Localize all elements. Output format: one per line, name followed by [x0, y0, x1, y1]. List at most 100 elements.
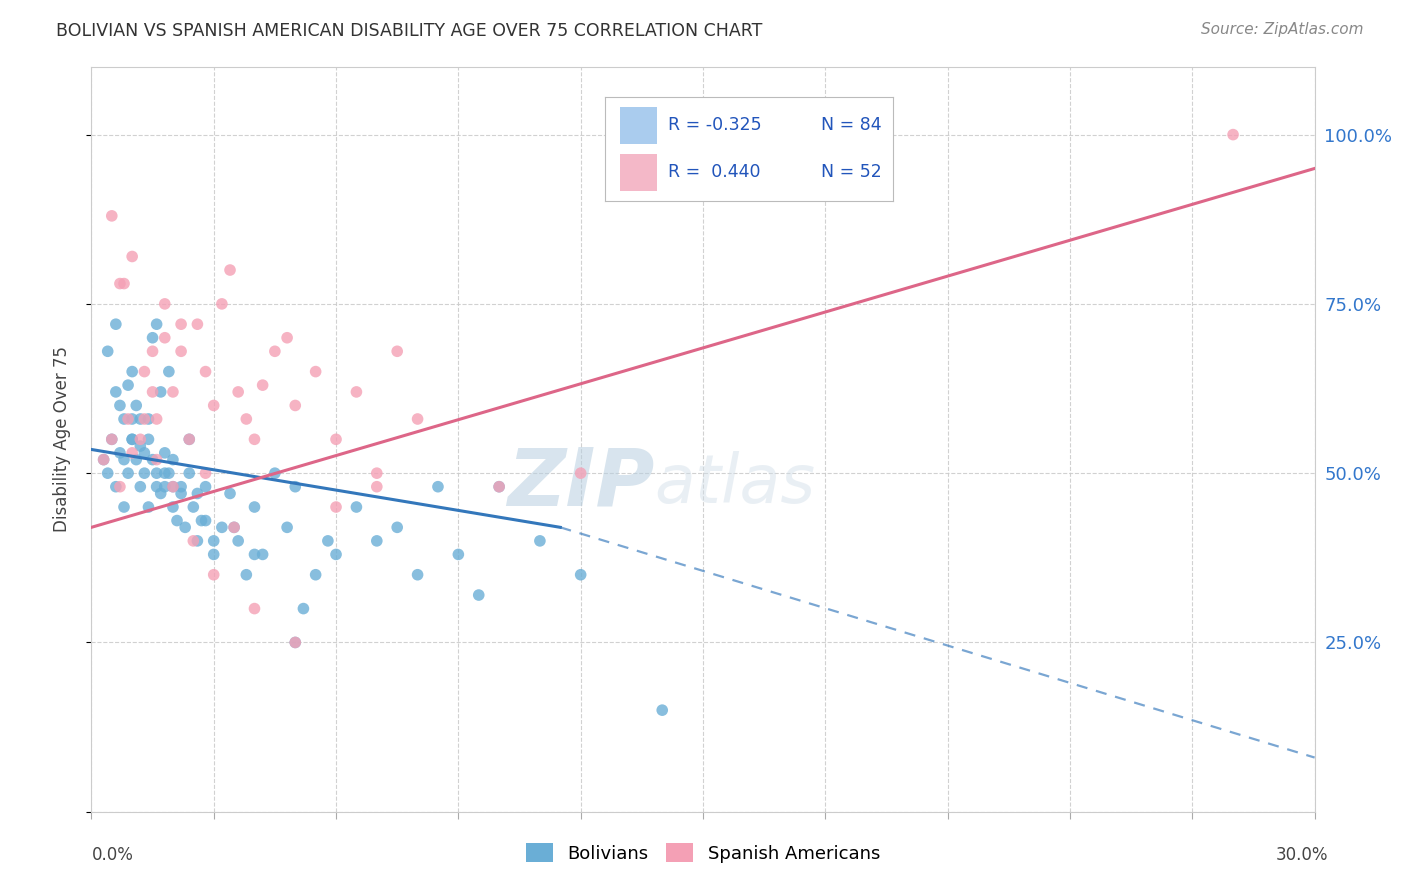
Point — [104, 480, 127, 494]
Point — [325, 548, 347, 562]
Point — [145, 452, 167, 467]
Point — [406, 412, 429, 426]
Point — [276, 520, 298, 534]
Point — [121, 250, 143, 264]
Point — [385, 344, 409, 359]
Point — [385, 520, 409, 534]
Point — [125, 452, 148, 467]
Point — [190, 514, 212, 528]
Point — [97, 466, 120, 480]
Point — [153, 466, 176, 480]
Point — [179, 433, 201, 447]
Point — [284, 399, 307, 413]
Point — [138, 412, 160, 426]
Point — [194, 480, 217, 494]
Point — [134, 412, 156, 426]
Point — [117, 378, 139, 392]
Point — [129, 480, 152, 494]
Point — [325, 500, 347, 514]
Point — [149, 486, 172, 500]
Point — [162, 384, 184, 399]
Point — [149, 384, 172, 399]
Point — [235, 567, 257, 582]
Point — [529, 533, 551, 548]
Point — [183, 533, 205, 548]
Point — [467, 588, 491, 602]
Point — [153, 480, 176, 494]
Point — [194, 514, 217, 528]
Text: ZIP: ZIP — [506, 445, 654, 523]
Point — [304, 567, 326, 582]
Text: Source: ZipAtlas.com: Source: ZipAtlas.com — [1201, 22, 1364, 37]
Point — [366, 533, 388, 548]
Point — [121, 433, 143, 447]
Point — [112, 277, 135, 291]
Point — [252, 548, 274, 562]
Point — [447, 548, 470, 562]
Legend: Bolivians, Spanish Americans: Bolivians, Spanish Americans — [519, 836, 887, 870]
Point — [252, 378, 274, 392]
Point — [104, 317, 127, 331]
Point — [284, 635, 307, 649]
Point — [166, 514, 188, 528]
Point — [162, 480, 184, 494]
Point — [157, 365, 180, 379]
Point — [304, 365, 326, 379]
Point — [117, 412, 139, 426]
Point — [138, 433, 160, 447]
Point — [121, 365, 143, 379]
Point — [112, 452, 135, 467]
Point — [153, 331, 176, 345]
Point — [325, 433, 347, 447]
Point — [264, 466, 287, 480]
Point — [276, 331, 298, 345]
Point — [170, 480, 193, 494]
Point — [162, 480, 184, 494]
Text: 0.0%: 0.0% — [91, 846, 134, 863]
Point — [186, 486, 208, 500]
Point — [186, 533, 208, 548]
Point — [134, 466, 156, 480]
Point — [243, 548, 266, 562]
Point — [569, 567, 592, 582]
Point — [104, 384, 127, 399]
Point — [121, 412, 143, 426]
Point — [222, 520, 246, 534]
Point — [284, 480, 307, 494]
Text: atlas: atlas — [654, 451, 815, 517]
Point — [108, 399, 131, 413]
Point — [346, 500, 368, 514]
Point — [157, 466, 180, 480]
Point — [366, 480, 388, 494]
Point — [145, 466, 167, 480]
Point — [366, 466, 388, 480]
Point — [141, 452, 163, 467]
Point — [488, 480, 510, 494]
Point — [183, 500, 205, 514]
Point — [121, 446, 143, 460]
Point — [93, 452, 115, 467]
Point — [346, 384, 368, 399]
Point — [97, 344, 120, 359]
Point — [101, 433, 124, 447]
Point — [145, 412, 167, 426]
Point — [179, 466, 201, 480]
Point — [292, 601, 315, 615]
Point — [569, 466, 592, 480]
Point — [129, 439, 152, 453]
Point — [284, 635, 307, 649]
Point — [219, 263, 242, 277]
Point — [211, 520, 233, 534]
Point — [202, 567, 225, 582]
Point — [219, 486, 242, 500]
Point — [108, 277, 131, 291]
Point — [170, 486, 193, 500]
Point — [202, 533, 225, 548]
Point — [202, 399, 225, 413]
Text: BOLIVIAN VS SPANISH AMERICAN DISABILITY AGE OVER 75 CORRELATION CHART: BOLIVIAN VS SPANISH AMERICAN DISABILITY … — [56, 22, 762, 40]
Point — [138, 500, 160, 514]
Point — [134, 446, 156, 460]
Point — [226, 384, 249, 399]
Point — [112, 412, 135, 426]
Point — [202, 548, 225, 562]
